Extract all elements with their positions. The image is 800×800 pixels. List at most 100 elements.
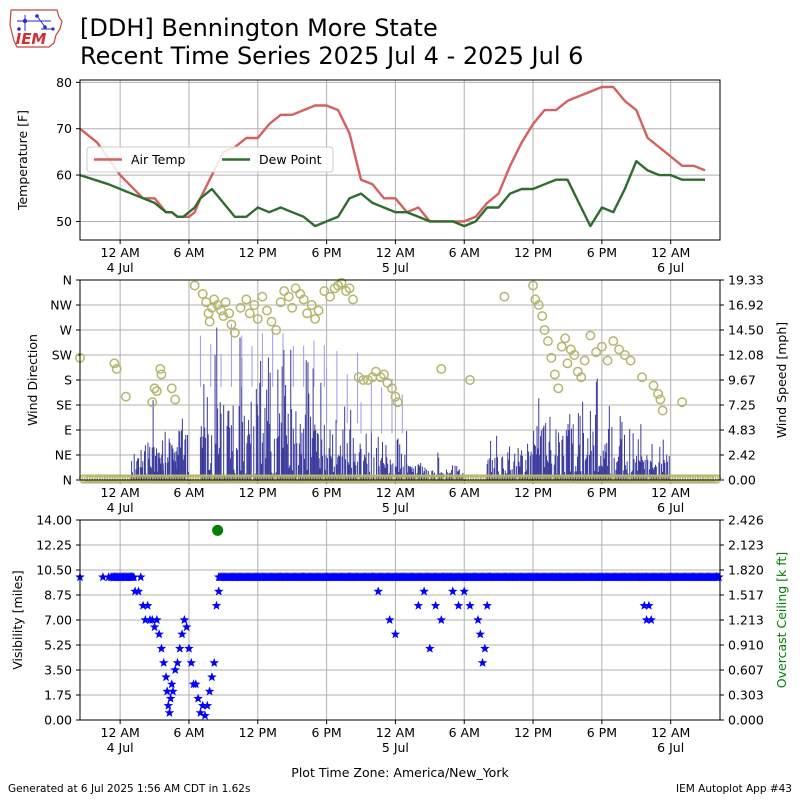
wind-direction-marker: [109, 358, 120, 369]
ceiling-tick-label: 0.303: [728, 688, 764, 703]
visibility-marker: [147, 615, 157, 624]
wind-direction-marker: [249, 300, 260, 310]
visibility-axis-label: Visibility [miles]: [10, 570, 25, 669]
x-tick-label: 6 AM: [449, 725, 480, 740]
visibility-marker: [473, 615, 483, 624]
wind-direction-marker: [244, 308, 255, 319]
chart-title: [DDH] Bennington More State Recent Time …: [80, 14, 583, 70]
x-tick-label: 12 PM: [239, 245, 277, 260]
wind-direction-marker: [226, 319, 237, 330]
wind-direction-marker: [378, 369, 389, 380]
x-tick-label: 12 PM: [239, 485, 277, 500]
visibility-marker: [646, 615, 656, 624]
y-tick-label: 80: [56, 75, 72, 90]
wind-direction-tick-label: E: [64, 423, 72, 438]
wind-direction-tick-label: S: [64, 373, 72, 388]
chart-title-line1: [DDH] Bennington More State: [80, 14, 438, 42]
wind-direction-marker: [653, 388, 664, 399]
iem-logo: IEM: [9, 9, 63, 48]
wind-speed-tick-label: 9.67: [728, 373, 756, 388]
x-tick-label: 12 AM: [101, 485, 140, 500]
wind-direction-marker: [319, 286, 330, 297]
wind-direction-marker: [287, 302, 298, 313]
wind-direction-marker: [283, 291, 294, 302]
visibility-marker: [142, 600, 153, 610]
visibility-marker: [170, 665, 180, 674]
visibility-marker: [396, 572, 406, 582]
visibility-marker: [574, 572, 584, 582]
chart-title-line2: Recent Time Series 2025 Jul 4 - 2025 Jul…: [80, 42, 584, 70]
visibility-marker: [152, 615, 162, 624]
x-tick-label: 12 AM: [376, 485, 415, 500]
x-tick-label: 12 AM: [376, 725, 415, 740]
visibility-marker: [156, 643, 167, 653]
visibility-marker: [204, 686, 215, 696]
dew-point-line: [79, 160, 706, 228]
ceiling-tick-label: 0.607: [728, 663, 764, 678]
x-tick-label: 6 AM: [449, 485, 480, 500]
wind-speed-tick-label: 16.92: [728, 298, 764, 313]
visibility-tick-label: 7.00: [44, 613, 72, 628]
wind-direction-marker: [549, 369, 560, 380]
visibility-marker: [177, 629, 187, 639]
wind-direction-marker: [147, 397, 158, 408]
visibility-marker: [121, 572, 131, 582]
visibility-tick-label: 10.50: [36, 563, 72, 578]
visibility-marker: [425, 643, 435, 653]
y-tick-label: 70: [56, 121, 72, 136]
wind-direction-marker: [275, 297, 286, 308]
visibility-marker: [164, 707, 175, 717]
x-tick-label: 6 PM: [587, 245, 617, 260]
visibility-marker: [115, 572, 125, 582]
ceiling-tick-label: 0.910: [728, 638, 764, 653]
ceiling-tick-label: 1.213: [728, 613, 764, 628]
wind-direction-marker: [543, 336, 553, 347]
ceiling-tick-label: 1.820: [728, 563, 764, 578]
visibility-marker: [216, 572, 226, 582]
ceiling-marker: [212, 524, 224, 536]
ceiling-tick-label: 2.123: [728, 538, 764, 553]
visibility-marker: [442, 572, 452, 582]
visibility-tick-label: 12.25: [36, 538, 72, 553]
visibility-marker: [184, 643, 194, 653]
wind-direction-marker: [576, 372, 587, 383]
visibility-tick-label: 5.25: [44, 638, 72, 653]
x-tick-label: 12 AM: [101, 725, 140, 740]
wind-direction-tick-label: N: [63, 473, 72, 488]
visibility-marker: [103, 572, 114, 582]
visibility-marker: [373, 586, 383, 596]
wind-direction-marker: [596, 341, 607, 352]
x-tick-label: 12 AM: [651, 485, 690, 500]
visibility-marker: [344, 572, 355, 582]
x-tick-label: 12 PM: [514, 485, 552, 500]
visibility-tick-label: 0.00: [44, 713, 72, 728]
x-tick-date-label: 6 Jul: [657, 740, 684, 755]
wind-direction-marker: [539, 325, 550, 335]
x-tick-date-label: 5 Jul: [382, 740, 409, 755]
wind-direction-marker: [358, 375, 369, 385]
wind-direction-marker: [111, 363, 122, 374]
wind-direction-marker: [528, 280, 538, 291]
visibility-marker: [390, 629, 401, 639]
x-tick-label: 12 AM: [376, 245, 415, 260]
visibility-marker: [620, 572, 630, 582]
visibility-marker: [149, 622, 160, 632]
visibility-marker: [191, 679, 201, 689]
calm-wind-markers: [78, 474, 722, 484]
wind-direction-marker: [306, 300, 317, 310]
visibility-marker: [159, 657, 169, 667]
wind-direction-marker: [156, 369, 167, 380]
x-tick-label: 12 PM: [514, 245, 552, 260]
visibility-marker: [109, 572, 120, 582]
visibility-marker: [175, 643, 185, 653]
wind-direction-marker: [344, 283, 355, 294]
wind-direction-marker: [465, 375, 475, 385]
wind-direction-marker: [189, 280, 200, 291]
visibility-marker: [209, 657, 219, 667]
visibility-tick-label: 14.00: [36, 513, 72, 528]
visibility-marker: [688, 572, 699, 582]
wind-direction-marker: [220, 297, 231, 308]
visibility-marker: [214, 586, 224, 596]
wind-direction-marker: [298, 294, 309, 305]
